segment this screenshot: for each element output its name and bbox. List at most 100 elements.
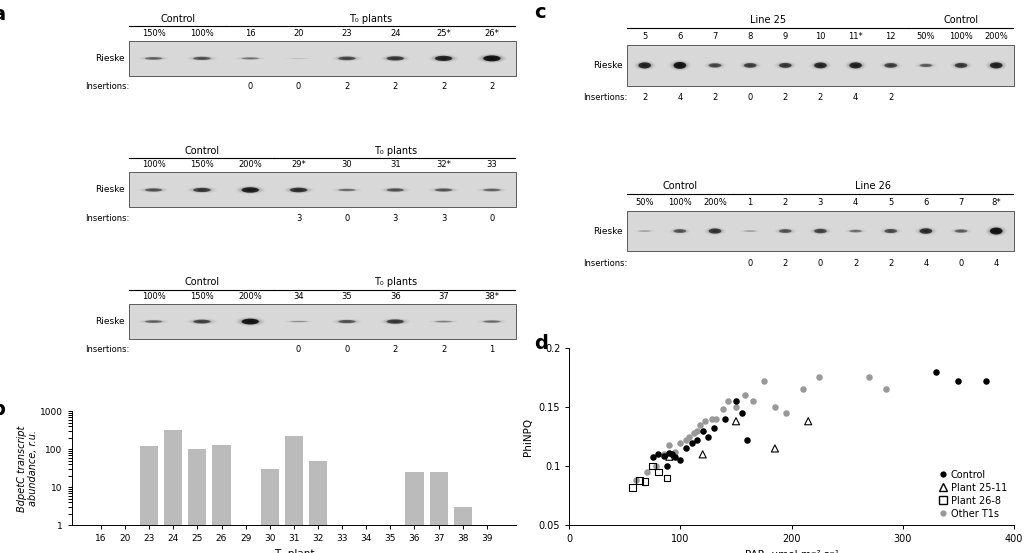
Text: 0: 0 [748, 259, 753, 268]
Ellipse shape [850, 230, 861, 232]
Ellipse shape [438, 321, 450, 322]
Ellipse shape [635, 61, 654, 70]
Ellipse shape [335, 320, 358, 324]
Ellipse shape [638, 231, 651, 232]
Ellipse shape [341, 321, 352, 322]
Text: 0: 0 [489, 213, 495, 222]
Text: 4: 4 [924, 259, 929, 268]
Ellipse shape [243, 188, 258, 192]
Ellipse shape [482, 320, 502, 323]
Point [650, 468, 667, 477]
Ellipse shape [710, 64, 721, 67]
Text: 23: 23 [342, 29, 352, 38]
Ellipse shape [849, 62, 862, 69]
Ellipse shape [151, 189, 158, 191]
Ellipse shape [852, 230, 860, 232]
Text: 37: 37 [438, 292, 449, 301]
Point [720, 397, 736, 405]
Ellipse shape [888, 65, 893, 66]
Ellipse shape [992, 64, 1000, 67]
Ellipse shape [145, 189, 162, 191]
Ellipse shape [434, 189, 454, 191]
Point [703, 414, 720, 423]
Text: 2: 2 [642, 93, 647, 102]
Point [662, 441, 678, 450]
Ellipse shape [440, 189, 447, 191]
Ellipse shape [709, 228, 721, 233]
Ellipse shape [954, 63, 968, 68]
X-axis label: PAR, μmol m⁻² s⁻¹: PAR, μmol m⁻² s⁻¹ [744, 550, 839, 553]
Ellipse shape [713, 230, 718, 232]
Text: 150%: 150% [141, 29, 166, 38]
Text: 50%: 50% [636, 198, 654, 207]
Ellipse shape [484, 56, 500, 61]
Point [708, 414, 724, 423]
Ellipse shape [885, 64, 896, 67]
Point [628, 476, 644, 485]
Text: 2: 2 [392, 345, 398, 354]
Ellipse shape [746, 64, 755, 67]
Point [700, 432, 717, 441]
Ellipse shape [247, 58, 254, 59]
Ellipse shape [958, 231, 964, 232]
Text: 2: 2 [713, 93, 718, 102]
Ellipse shape [387, 189, 403, 191]
Ellipse shape [675, 62, 685, 68]
Ellipse shape [920, 228, 932, 234]
Ellipse shape [854, 65, 857, 66]
Ellipse shape [814, 229, 826, 233]
X-axis label: T₀ plant: T₀ plant [273, 549, 314, 553]
Text: 6: 6 [677, 33, 683, 41]
Ellipse shape [490, 58, 494, 59]
Text: Rieske: Rieske [95, 185, 125, 195]
Ellipse shape [924, 65, 929, 66]
Ellipse shape [952, 229, 970, 233]
Ellipse shape [237, 186, 264, 194]
Ellipse shape [144, 189, 163, 192]
Ellipse shape [482, 55, 502, 61]
Text: 2: 2 [782, 259, 787, 268]
Ellipse shape [190, 187, 214, 192]
Bar [406, 472, 424, 553]
Text: 4: 4 [853, 198, 858, 207]
Text: 6: 6 [924, 198, 929, 207]
Ellipse shape [884, 63, 898, 68]
Ellipse shape [245, 189, 256, 191]
Ellipse shape [741, 62, 759, 68]
Point [678, 444, 694, 453]
Ellipse shape [440, 58, 447, 59]
Ellipse shape [706, 227, 725, 235]
Ellipse shape [486, 56, 498, 60]
Bar [429, 472, 447, 553]
Ellipse shape [849, 229, 862, 232]
Point [694, 450, 711, 459]
Ellipse shape [237, 317, 264, 326]
Ellipse shape [480, 189, 504, 191]
Ellipse shape [193, 188, 212, 192]
Ellipse shape [243, 319, 258, 324]
Ellipse shape [386, 56, 404, 61]
Ellipse shape [197, 58, 208, 59]
Ellipse shape [142, 57, 165, 60]
Text: 100%: 100% [141, 160, 166, 169]
Point [686, 429, 702, 437]
Bar [627, 45, 1014, 86]
Ellipse shape [195, 188, 210, 192]
Ellipse shape [919, 228, 933, 234]
Point [681, 432, 697, 441]
Ellipse shape [242, 187, 259, 192]
Ellipse shape [337, 189, 356, 191]
Ellipse shape [814, 62, 826, 69]
Ellipse shape [440, 321, 447, 322]
Ellipse shape [335, 189, 358, 191]
Ellipse shape [142, 320, 165, 323]
Bar [116, 525, 134, 553]
Ellipse shape [921, 229, 932, 233]
Ellipse shape [146, 321, 161, 322]
Bar [129, 41, 516, 76]
Ellipse shape [993, 229, 998, 232]
Ellipse shape [193, 57, 212, 60]
Text: 8: 8 [748, 33, 753, 41]
Ellipse shape [675, 229, 685, 233]
Text: 150%: 150% [190, 292, 214, 301]
